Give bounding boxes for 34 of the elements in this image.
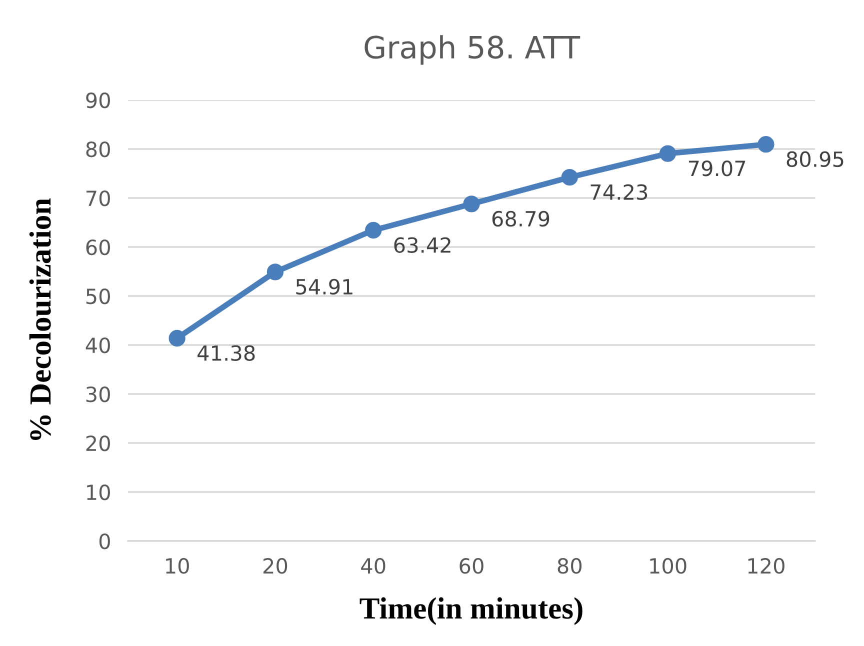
data-label: 80.95 [786,151,844,168]
x-tick-label: 40 [361,558,386,574]
y-tick-label: 60 [86,239,110,256]
y-tick-label: 40 [86,337,110,354]
y-tick-label: 70 [86,190,110,206]
y-tick-label: 20 [86,435,110,452]
x-tick-label: 60 [460,558,484,574]
point [266,264,284,280]
data-label: 74.23 [590,184,648,200]
y-tick-label: 10 [87,484,110,500]
data-label: 68.79 [492,210,550,227]
point [365,222,382,239]
x-axis-title: Time(in minutes) [360,597,582,625]
y-tick-label: 30 [86,386,110,402]
data-label: 54.91 [296,278,352,295]
point [659,145,676,162]
x-tick-label: 20 [263,558,288,574]
point [758,136,774,153]
x-tick-label: 80 [558,558,582,574]
data-label: 79.07 [688,160,746,176]
data-label: 63.42 [394,237,450,253]
y-tick-label: 90 [86,92,110,108]
y-tick-label: 0 [99,533,110,550]
point [463,196,480,212]
y-axis-title: % Decolourization [29,198,51,440]
chart-title: Graph 58. ATT [364,35,580,65]
x-tick-label: 100 [650,558,686,574]
x-tick-label: 120 [748,558,784,574]
y-tick-label: 80 [86,141,110,158]
point [168,330,186,347]
point [561,168,578,186]
x-tick-label: 10 [166,558,189,574]
data-label: 41.38 [198,345,255,361]
y-tick-label: 50 [86,288,110,304]
